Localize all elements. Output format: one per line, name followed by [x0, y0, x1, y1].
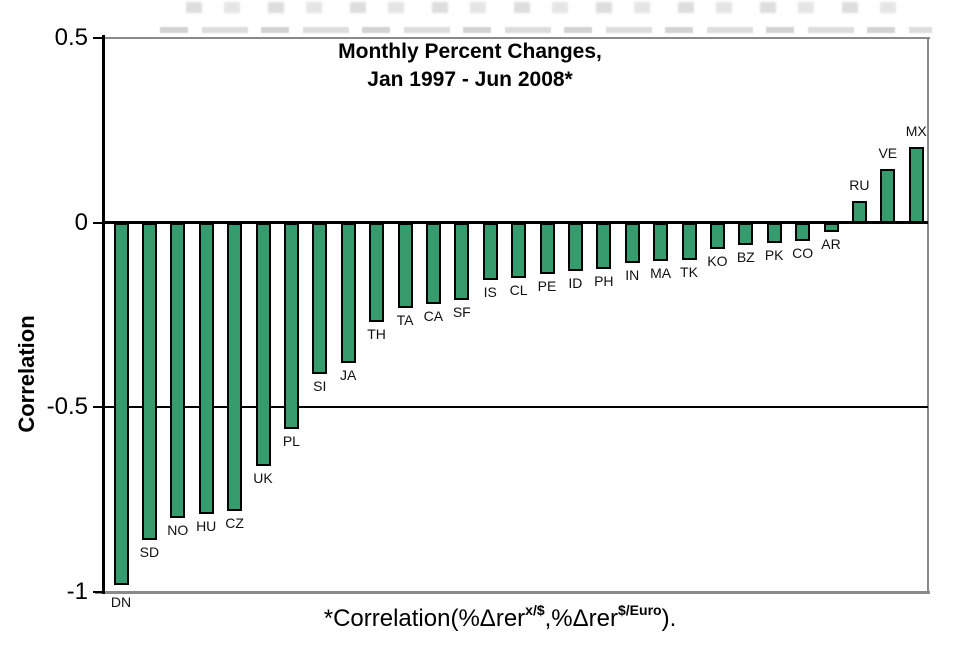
y-tick-mark [93, 37, 103, 39]
category-label-ru: RU [849, 176, 870, 193]
bar-is [482, 222, 498, 280]
cropped-text-artifact [160, 27, 932, 33]
y-tick-label: 0 [74, 208, 88, 236]
bar-mx [908, 146, 924, 223]
y-tick-mark [93, 591, 103, 593]
category-label-cz: CZ [225, 514, 244, 531]
bar-ve [880, 169, 896, 223]
bar-ar [823, 222, 839, 232]
bar-id [567, 222, 583, 271]
category-label-ja: JA [340, 367, 357, 383]
category-label-ph: PH [594, 272, 614, 289]
bar-ru [851, 200, 867, 223]
chart-title: Monthly Percent Changes, Jan 1997 - Jun … [170, 38, 770, 94]
footnote-text-1: *Correlation(%Δrer [323, 605, 526, 632]
category-label-in: IN [625, 267, 640, 284]
category-label-ve: VE [878, 145, 898, 162]
chart-title-line2: Jan 1997 - Jun 2008* [367, 68, 573, 91]
y-tick-label: 0.5 [54, 24, 88, 51]
bar-pe [539, 222, 555, 275]
category-label-ar: AR [821, 235, 841, 252]
y-tick-mark [93, 221, 103, 224]
category-label-bz: BZ [736, 248, 755, 265]
category-label-co: CO [792, 245, 814, 262]
y-tick-mark [93, 406, 103, 409]
bar-tk [681, 222, 697, 260]
footnote: *Correlation(%Δrerx/$,%Δrer$/Euro). [220, 602, 780, 633]
bar-ko [709, 222, 725, 249]
category-label-mx: MX [905, 122, 927, 139]
category-label-ta: TA [396, 311, 414, 328]
category-label-tk: TK [680, 263, 698, 280]
cropped-text-artifact-top [186, 2, 904, 13]
footnote-text-2: ,%Δrer [544, 605, 618, 632]
bar-cl [511, 222, 527, 279]
bar-co [795, 222, 811, 242]
category-label-th: TH [367, 326, 386, 343]
gridline [103, 406, 928, 409]
bar-uk [255, 222, 271, 467]
category-label-pe: PE [537, 278, 557, 295]
bar-si [312, 222, 328, 375]
bar-cz [227, 222, 243, 511]
plot-border-top [95, 37, 930, 39]
category-label-uk: UK [253, 470, 273, 487]
plot-border-bottom [95, 591, 930, 594]
category-label-hu: HU [196, 518, 217, 535]
bar-pk [766, 222, 782, 243]
plot-border-right [927, 37, 929, 593]
category-label-id: ID [568, 274, 583, 291]
category-label-si: SI [313, 378, 327, 395]
bar-ta [397, 222, 413, 308]
category-label-cl: CL [509, 282, 528, 299]
y-tick-label: -0.5 [46, 393, 88, 421]
y-tick-label: -1 [66, 578, 88, 605]
bar-hu [198, 222, 214, 515]
category-label-sf: SF [452, 304, 471, 321]
footnote-superscript-1: x/$ [525, 602, 545, 618]
bar-ma [653, 222, 669, 262]
bar-th [369, 222, 385, 323]
category-label-ko: KO [707, 252, 728, 269]
bar-pl [283, 222, 299, 430]
bar-dn [113, 222, 129, 585]
bar-no [170, 222, 186, 519]
bar-bz [738, 222, 754, 245]
bar-ph [596, 222, 612, 269]
y-axis-line [102, 35, 105, 594]
category-label-dn: DN [110, 593, 132, 610]
bar-ja [340, 222, 356, 363]
category-label-pl: PL [282, 433, 300, 450]
chart-title-line1: Monthly Percent Changes, [338, 40, 602, 63]
category-label-ma: MA [650, 265, 672, 282]
footnote-superscript-2: $/Euro [618, 602, 662, 618]
category-label-pk: PK [764, 246, 784, 263]
footnote-text-3: ). [661, 605, 677, 632]
category-label-ca: CA [423, 307, 444, 324]
category-label-no: NO [167, 522, 189, 539]
bar-in [624, 222, 640, 264]
bar-ca [425, 222, 441, 304]
category-label-is: IS [483, 283, 497, 300]
bar-sf [454, 222, 470, 301]
bar-sd [141, 222, 157, 541]
category-label-sd: SD [139, 544, 160, 561]
